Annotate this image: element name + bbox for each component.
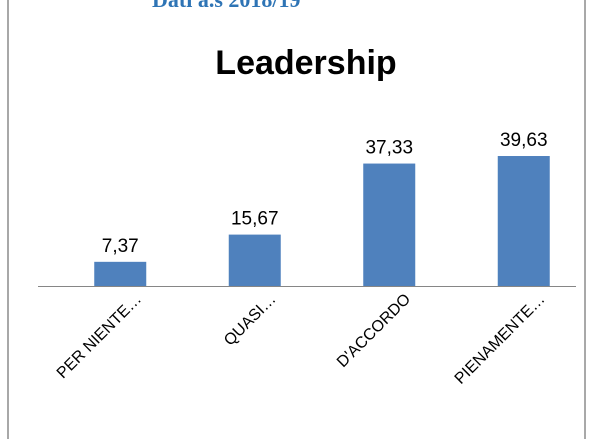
bar	[497, 156, 550, 286]
chart-title: Leadership	[215, 44, 396, 82]
bar	[94, 261, 147, 286]
bar	[228, 234, 281, 286]
data-label: 7,37	[102, 236, 139, 257]
data-label: 39,63	[500, 130, 548, 151]
data-label: 15,67	[231, 209, 279, 230]
chart-frame	[7, 0, 586, 439]
bar	[363, 163, 416, 286]
caption: Dati a.s 2018/19	[152, 0, 301, 12]
data-label: 37,33	[365, 138, 413, 159]
